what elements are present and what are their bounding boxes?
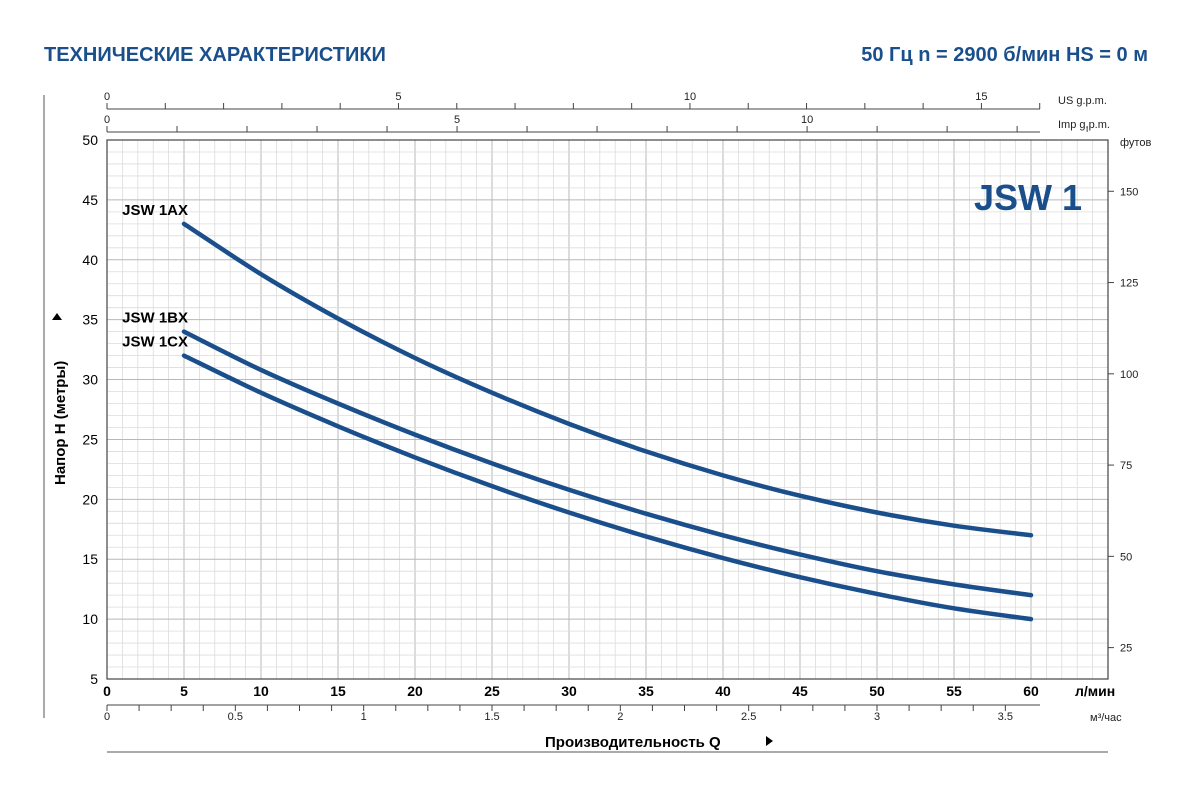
x-axis-title: Производительность Q <box>545 734 721 751</box>
plot-frame <box>43 95 1109 753</box>
x-tick-label: 5 <box>180 683 188 699</box>
x-tick-label: 40 <box>715 683 731 699</box>
y-tick-label: 30 <box>82 372 98 388</box>
imp-gpm-tick-label: 10 <box>801 114 813 126</box>
y-right-tick-label: 125 <box>1120 278 1138 290</box>
x-axis-arrow-icon <box>766 736 773 746</box>
m3-tick-label: 0 <box>104 711 110 723</box>
y-tick-label: 35 <box>82 312 98 328</box>
m3-unit-label: м³/час <box>1090 712 1122 724</box>
y-right-tick-label: 75 <box>1120 460 1132 472</box>
m3-tick-label: 3.5 <box>998 711 1013 723</box>
imp-gpm-tick-label: 0 <box>104 114 110 126</box>
x-tick-label: 35 <box>638 683 654 699</box>
y-tick-label: 10 <box>82 611 98 627</box>
x-tick-label: 45 <box>792 683 808 699</box>
x-tick-label: 20 <box>407 683 423 699</box>
m3-tick-label: 0.5 <box>228 711 243 723</box>
series-line-jsw-1bx <box>181 329 1034 598</box>
y-tick-label: 25 <box>82 431 98 447</box>
m3-tick-label: 2.5 <box>741 711 756 723</box>
y-tick-label: 40 <box>82 252 98 268</box>
x-tick-label: 0 <box>103 683 111 699</box>
series-line-jsw-1cx <box>181 353 1034 622</box>
us-gpm-unit-label: US g.p.m. <box>1058 95 1107 107</box>
model-badge: JSW 1 <box>974 177 1082 218</box>
imp-gpm-tick-label: 5 <box>454 114 460 126</box>
x-tick-label: 30 <box>561 683 577 699</box>
x-tick-label: 25 <box>484 683 500 699</box>
series-label-jsw-1bx: JSW 1BX <box>122 310 188 327</box>
x-tick-label: 60 <box>1023 683 1039 699</box>
y-tick-label: 15 <box>82 551 98 567</box>
us-gpm-tick-label: 10 <box>684 91 696 103</box>
y-tick-label: 5 <box>90 671 98 687</box>
page-title: ТЕХНИЧЕСКИЕ ХАРАКТЕРИСТИКИ <box>44 44 386 66</box>
m3-tick-label: 1 <box>361 711 367 723</box>
x-tick-label: 15 <box>330 683 346 699</box>
series-label-jsw-1ax: JSW 1AX <box>122 202 188 219</box>
m3-tick-label: 3 <box>874 711 880 723</box>
y-right-tick-label: 100 <box>1120 369 1138 381</box>
y-tick-label: 20 <box>82 491 98 507</box>
y-right-tick-label: 150 <box>1120 186 1138 198</box>
grid <box>106 139 1109 680</box>
x-unit-label: л/мин <box>1075 683 1115 699</box>
y-axis-title: Напор H (метры) <box>52 361 69 485</box>
x-tick-label: 50 <box>869 683 885 699</box>
axes: 5101520253035404550255075100125150футов0… <box>82 91 1151 724</box>
series-lines <box>181 221 1034 622</box>
operating-conditions: 50 Гц n = 2900 б/мин HS = 0 м <box>861 44 1148 66</box>
series-label-jsw-1cx: JSW 1CX <box>122 334 188 351</box>
y-right-tick-label: 50 <box>1120 551 1132 563</box>
us-gpm-tick-label: 15 <box>975 91 987 103</box>
us-gpm-tick-label: 0 <box>104 91 110 103</box>
series-line-jsw-1ax <box>181 221 1034 538</box>
m3-tick-label: 1.5 <box>484 711 499 723</box>
series-labels: JSW 1AX JSW 1BX JSW 1CX <box>122 202 188 351</box>
plot-border <box>106 139 1109 680</box>
x-tick-label: 10 <box>253 683 269 699</box>
m3-tick-label: 2 <box>617 711 623 723</box>
imp-gpm-unit-label: Imp g.p.m. <box>1058 119 1110 131</box>
x-tick-label: 55 <box>946 683 962 699</box>
y-axis-arrow-icon <box>52 313 62 320</box>
y-right-tick-label: 25 <box>1120 643 1132 655</box>
us-gpm-tick-label: 5 <box>395 91 401 103</box>
y-tick-label: 50 <box>82 132 98 148</box>
y-tick-label: 45 <box>82 192 98 208</box>
y-right-unit-label: футов <box>1120 137 1151 149</box>
